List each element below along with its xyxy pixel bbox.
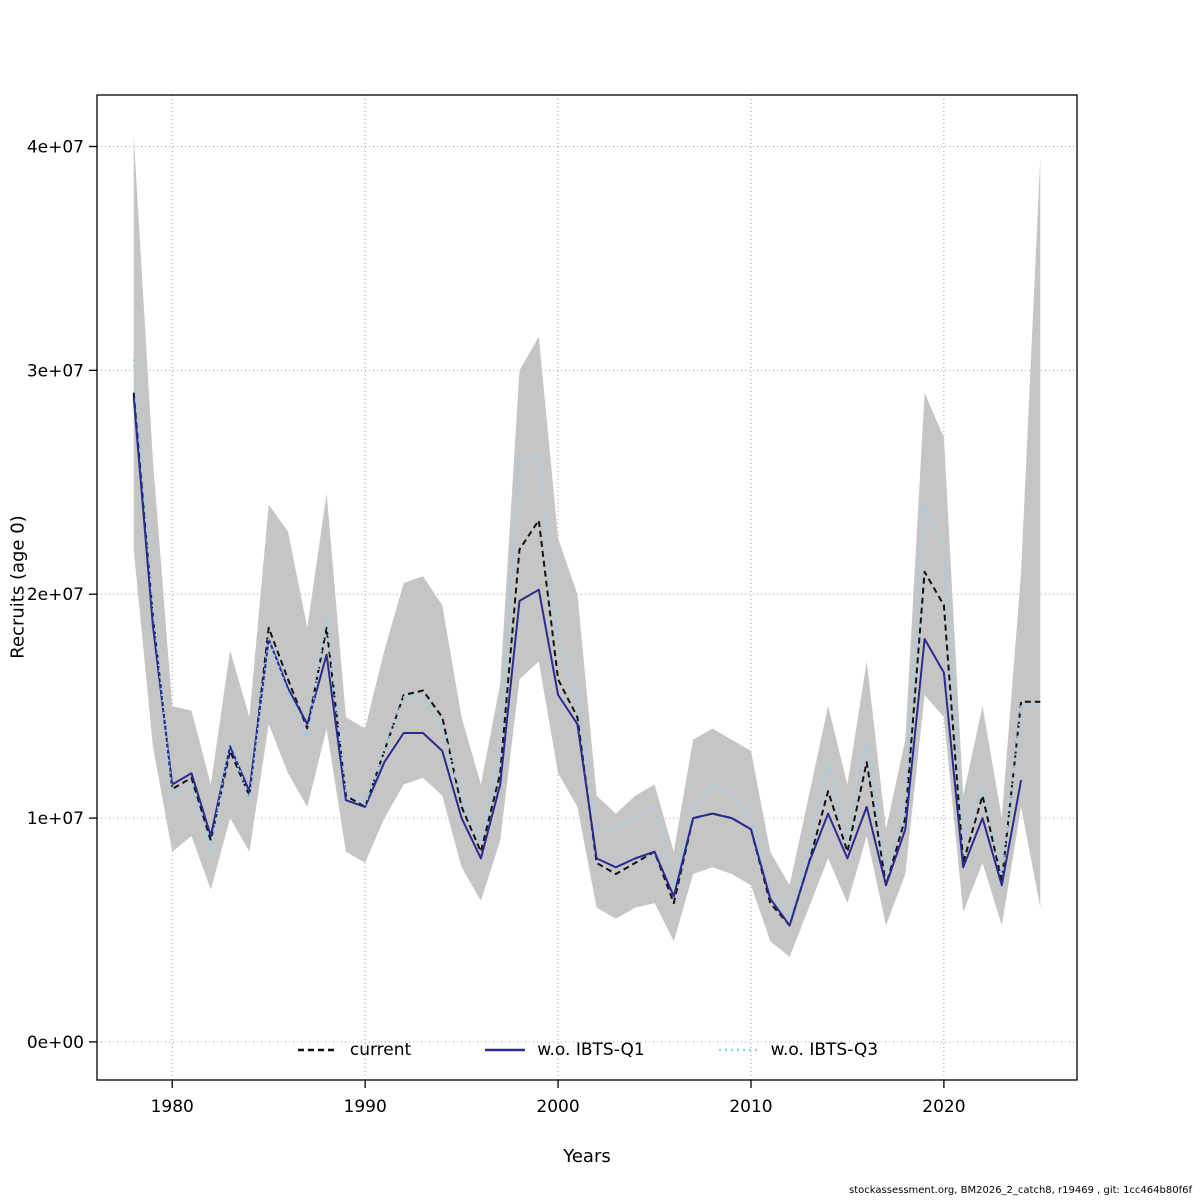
svg-text:4e+07: 4e+07 bbox=[27, 137, 84, 157]
svg-text:1990: 1990 bbox=[344, 1097, 387, 1117]
legend-line-wo-ibts-q1-icon bbox=[485, 1048, 526, 1052]
x-axis-label: Years bbox=[563, 1146, 611, 1167]
svg-text:1e+07: 1e+07 bbox=[27, 809, 84, 829]
y-axis-label: Recruits (age 0) bbox=[7, 515, 29, 659]
legend-item-wo-ibts-q1: w.o. IBTS-Q1 bbox=[483, 1040, 645, 1060]
svg-text:2000: 2000 bbox=[536, 1097, 579, 1117]
footer-attribution: stockassessment.org, BM2026_2_catch8, r1… bbox=[849, 1185, 1192, 1196]
legend-item-current: current bbox=[296, 1040, 411, 1060]
svg-text:1980: 1980 bbox=[151, 1097, 194, 1117]
svg-text:0e+00: 0e+00 bbox=[27, 1033, 84, 1053]
legend-label-current: current bbox=[349, 1040, 412, 1060]
legend-label-wo-ibts-q1: w.o. IBTS-Q1 bbox=[537, 1040, 645, 1060]
legend-line-wo-ibts-q3-icon bbox=[718, 1048, 759, 1052]
legend: current w.o. IBTS-Q1 w.o. IBTS-Q3 bbox=[97, 1040, 1077, 1060]
svg-text:2e+07: 2e+07 bbox=[27, 585, 84, 605]
legend-label-wo-ibts-q3: w.o. IBTS-Q3 bbox=[770, 1040, 879, 1060]
legend-item-wo-ibts-q3: w.o. IBTS-Q3 bbox=[717, 1040, 878, 1060]
legend-line-current-icon bbox=[297, 1048, 338, 1052]
svg-text:2020: 2020 bbox=[922, 1097, 965, 1117]
svg-text:3e+07: 3e+07 bbox=[27, 361, 84, 381]
svg-text:2010: 2010 bbox=[729, 1097, 772, 1117]
